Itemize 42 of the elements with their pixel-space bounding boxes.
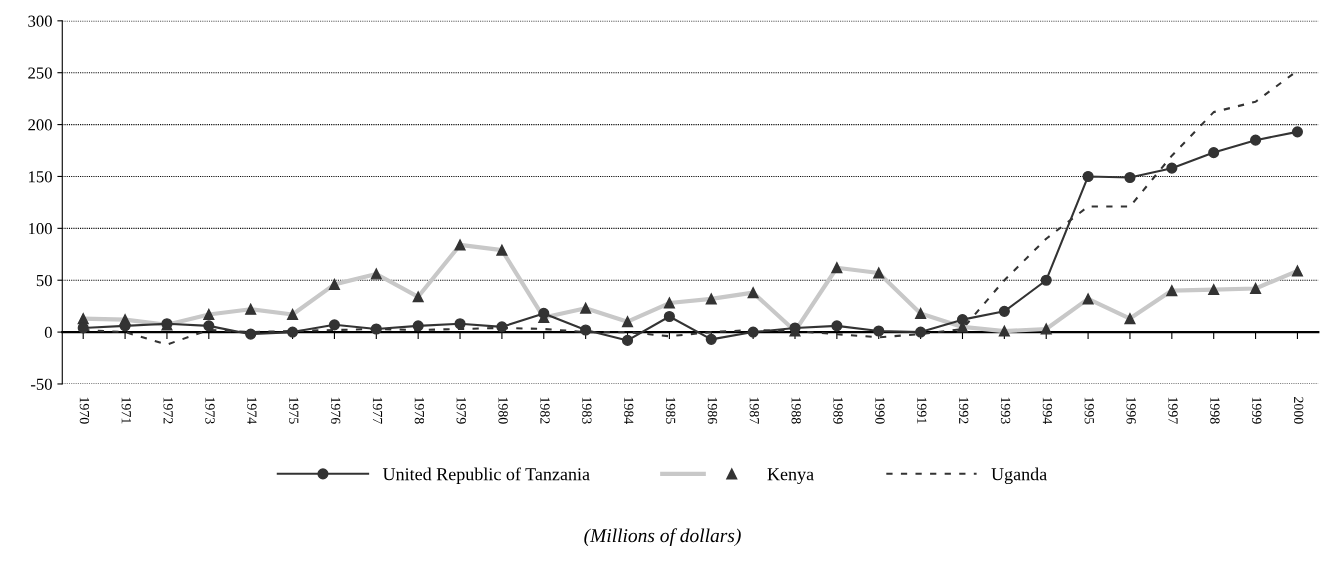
- y-tick-label: 50: [36, 274, 52, 287]
- x-tick-label: 1980: [498, 397, 508, 424]
- x-tick-label: 1988: [791, 397, 801, 424]
- x-tick-label: 1999: [1252, 397, 1262, 424]
- x-tick-label: 1989: [833, 397, 843, 424]
- x-tick-label: 1970: [79, 397, 90, 424]
- x-tick-label: 1997: [1168, 397, 1178, 424]
- x-tick-label: 1987: [749, 397, 760, 424]
- x-tick-label: 1998: [1210, 397, 1220, 424]
- x-tick-label: 1995: [1084, 397, 1094, 424]
- x-tick-label: 1991: [917, 397, 927, 424]
- x-tick-label: 1975: [289, 397, 299, 424]
- x-tick-label: 1985: [665, 397, 676, 424]
- x-tick-label: 1972: [163, 397, 173, 424]
- x-tick-label: 1979: [456, 397, 466, 424]
- x-tick-label: 1990: [875, 397, 885, 424]
- y-tick-label: 150: [29, 171, 52, 183]
- x-tick-label: 1986: [707, 397, 718, 424]
- y-tick-label: 300: [28, 15, 52, 27]
- text: (Millions of dollars): [584, 528, 741, 547]
- y-tick-label: 200: [28, 119, 52, 131]
- y-tick-label: -50: [30, 378, 52, 390]
- y-tick-label: 100: [29, 223, 52, 235]
- x-tick-label: 1984: [624, 397, 634, 425]
- y-tick-label: 0: [44, 326, 52, 339]
- legend-label: Uganda: [991, 467, 1047, 485]
- x-tick-label: 1996: [1126, 397, 1136, 424]
- x-tick-label: 1994: [1042, 397, 1053, 425]
- x-tick-label: 1983: [582, 397, 592, 424]
- x-tick-label: 1976: [330, 397, 341, 424]
- legend-label: Kenya: [767, 468, 814, 485]
- x-tick-label: 1977: [372, 397, 383, 424]
- x-tick-label: 1974: [247, 397, 257, 425]
- x-tick-label: 1973: [205, 397, 215, 424]
- x-tick-label: 1982: [540, 397, 550, 424]
- x-tick-label: 1971: [121, 397, 131, 424]
- legend-label: United Republic of Tanzania: [382, 467, 590, 484]
- y-tick-label: 250: [28, 67, 52, 79]
- x-tick-label: 1978: [414, 397, 425, 424]
- x-tick-label: 1992: [959, 397, 969, 424]
- x-tick-label: 1993: [1000, 397, 1011, 424]
- x-tick-label: 2000: [1293, 397, 1304, 424]
